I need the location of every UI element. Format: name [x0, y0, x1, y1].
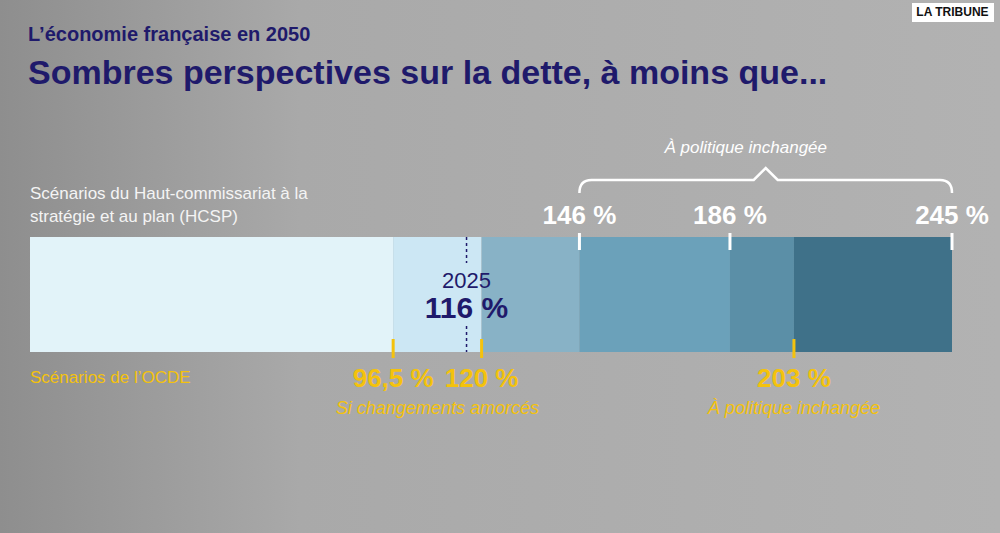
- svg-text:120 %: 120 %: [445, 363, 519, 393]
- svg-text:Scénarios du Haut-commissariat: Scénarios du Haut-commissariat à la: [30, 184, 308, 203]
- svg-text:245 %: 245 %: [915, 200, 989, 230]
- svg-text:Scénarios de l’OCDE: Scénarios de l’OCDE: [30, 368, 191, 387]
- svg-text:L’économie française en 2050: L’économie française en 2050: [28, 23, 310, 45]
- svg-text:2025: 2025: [442, 268, 491, 293]
- svg-text:stratégie et au plan (HCSP): stratégie et au plan (HCSP): [30, 207, 238, 226]
- svg-text:96,5 %: 96,5 %: [353, 363, 434, 393]
- svg-text:Sombres perspectives sur la de: Sombres perspectives sur la dette, à moi…: [28, 53, 827, 91]
- svg-text:203 %: 203 %: [757, 363, 831, 393]
- svg-text:Si changements amorcés: Si changements amorcés: [336, 398, 539, 418]
- svg-text:116 %: 116 %: [425, 291, 508, 324]
- svg-text:À politique inchangée: À politique inchangée: [663, 138, 827, 157]
- svg-text:146 %: 146 %: [543, 200, 617, 230]
- svg-text:À politique inchangée: À politique inchangée: [707, 398, 880, 418]
- svg-text:186 %: 186 %: [693, 200, 767, 230]
- svg-text:LA TRIBUNE: LA TRIBUNE: [916, 5, 988, 19]
